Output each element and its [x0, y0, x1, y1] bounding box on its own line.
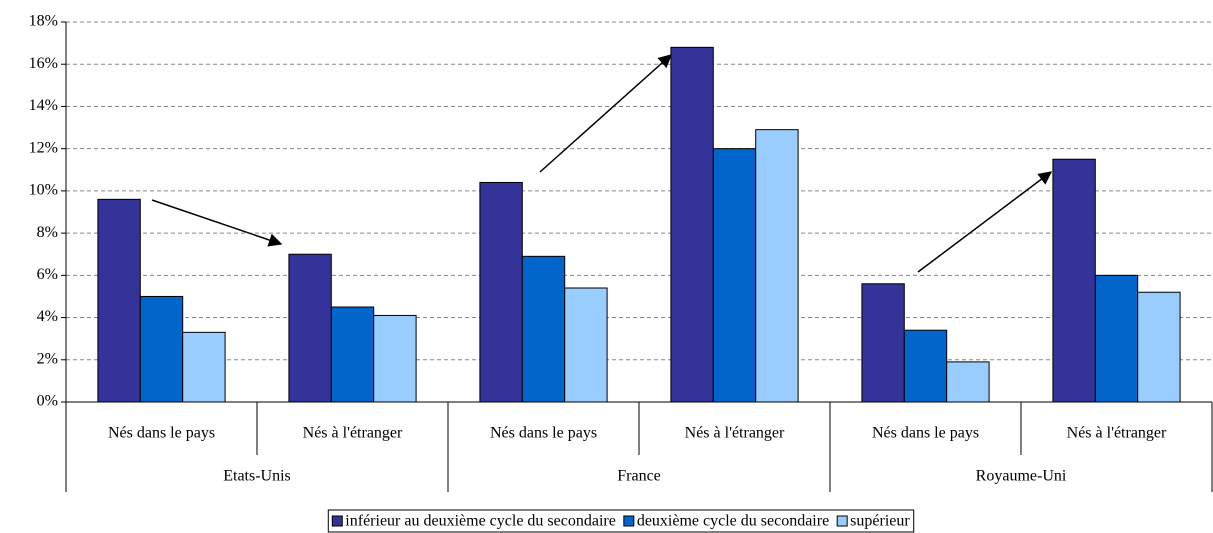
bar [755, 129, 799, 403]
x-tick-label: Nés à l'étranger [685, 425, 785, 442]
y-tick-label: 14% [29, 97, 58, 114]
bar [373, 314, 417, 403]
legend-label: inférieur au deuxième cycle du secondair… [345, 513, 616, 530]
bar [1052, 158, 1096, 403]
legend-swatch [836, 515, 848, 527]
x-tick-label: Nés dans le pays [490, 425, 597, 442]
bar [139, 295, 184, 403]
group-label: France [617, 468, 661, 485]
x-tick-label: Nés dans le pays [108, 425, 215, 442]
bar [1094, 274, 1139, 403]
bar [288, 253, 332, 403]
y-tick-label: 6% [37, 266, 58, 283]
bar [521, 255, 566, 403]
bar [182, 331, 226, 403]
legend-swatch [331, 515, 343, 527]
bar [1137, 291, 1181, 403]
legend-swatch [623, 515, 635, 527]
y-tick-label: 18% [29, 13, 58, 30]
y-tick-label: 2% [37, 350, 58, 367]
bar [946, 361, 990, 403]
bar [712, 148, 757, 403]
x-tick-label: Nés à l'étranger [1067, 425, 1167, 442]
bar [330, 306, 375, 403]
bar [861, 283, 905, 403]
bar [564, 287, 608, 403]
bar [903, 329, 948, 403]
x-tick-label: Nés dans le pays [872, 425, 979, 442]
legend-box [327, 509, 915, 533]
arrow [539, 54, 673, 173]
y-tick-label: 4% [37, 308, 58, 325]
y-tick-label: 12% [29, 139, 58, 156]
legend-label: deuxième cycle du secondaire [637, 513, 829, 530]
bar [97, 198, 141, 403]
y-tick-label: 0% [37, 393, 58, 410]
y-tick-label: 16% [29, 55, 58, 72]
legend-label: supérieur [850, 513, 910, 530]
group-label: Royaume-Uni [976, 468, 1067, 485]
y-tick-label: 8% [37, 224, 58, 241]
arrows [151, 54, 1053, 273]
bar [479, 181, 523, 403]
x-tick-label: Nés à l'étranger [303, 425, 403, 442]
group-label: Etats-Unis [223, 468, 291, 485]
arrow [917, 171, 1053, 273]
y-tick-label: 10% [29, 182, 58, 199]
bar [670, 46, 714, 403]
legend: inférieur au deuxième cycle du secondair… [327, 509, 915, 533]
arrow [151, 199, 283, 247]
